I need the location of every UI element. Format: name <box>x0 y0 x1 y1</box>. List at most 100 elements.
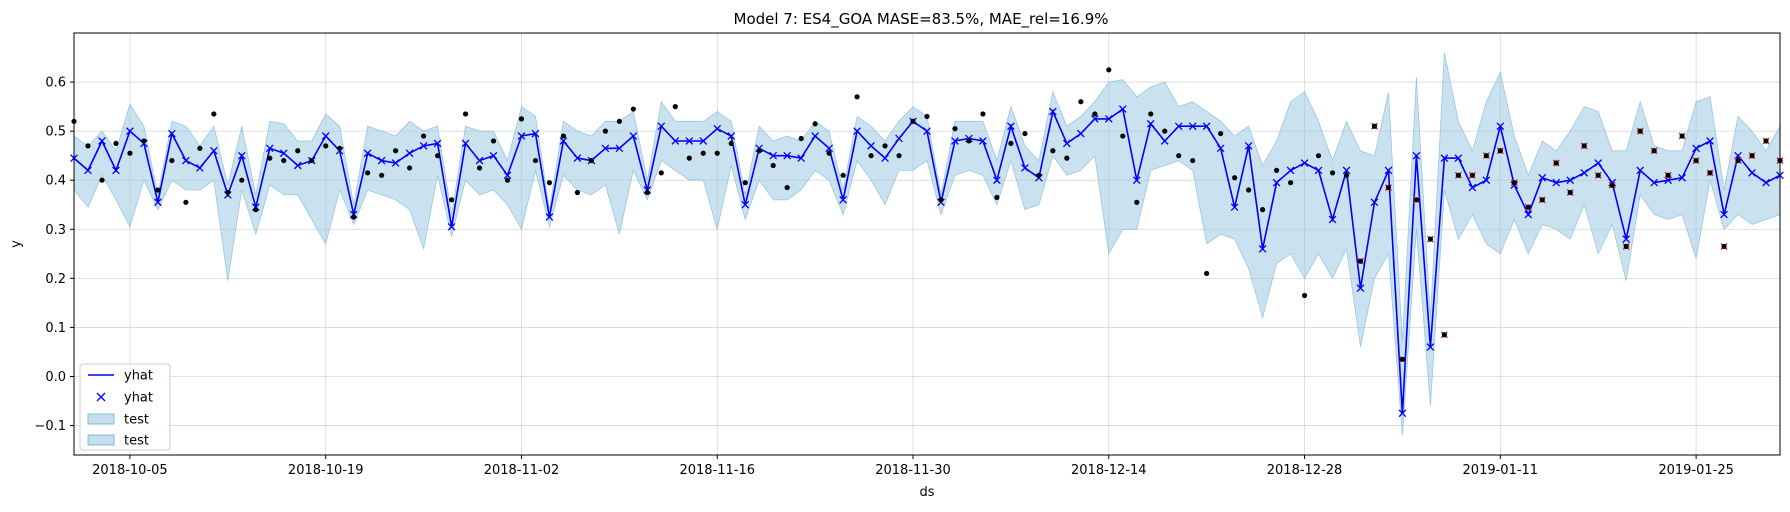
yhat-marker <box>1202 122 1211 131</box>
actual-point <box>924 113 930 120</box>
yhat-marker <box>1496 122 1505 131</box>
actual-point <box>476 165 483 171</box>
yhat-marker <box>419 142 428 150</box>
actual-point <box>183 199 189 205</box>
yhat-marker <box>503 171 512 180</box>
actual-point <box>1260 207 1266 213</box>
legend-label: test <box>124 434 149 449</box>
actual-point <box>407 165 413 171</box>
actual-point <box>756 148 762 154</box>
actual-point <box>1455 172 1461 178</box>
actual-point <box>1064 155 1070 161</box>
actual-point <box>1567 189 1573 196</box>
actual-point <box>1385 184 1392 191</box>
yhat-marker <box>895 134 903 143</box>
test-interval-band <box>73 52 1781 436</box>
actual-point <box>1008 140 1014 147</box>
actual-point <box>742 180 748 186</box>
actual-point <box>868 153 874 159</box>
actual-point <box>672 104 678 110</box>
actual-point <box>714 150 720 156</box>
actual-point <box>1483 153 1489 159</box>
actual-point <box>1022 130 1028 137</box>
legend-box <box>79 363 171 451</box>
actual-point <box>616 118 622 124</box>
yhat-marker <box>685 137 694 145</box>
actual-point <box>1581 143 1587 149</box>
yhat-marker <box>1174 122 1183 131</box>
yhat-marker <box>517 132 526 140</box>
actual-point <box>574 189 581 196</box>
actual-point <box>113 140 119 147</box>
yhat-marker <box>126 127 134 135</box>
yhat-marker <box>993 176 1001 185</box>
yhat-marker <box>1090 115 1099 123</box>
yhat-marker <box>293 161 302 170</box>
actual-point <box>1134 199 1140 205</box>
yhat-marker <box>1552 178 1561 187</box>
yhat-marker <box>1468 183 1477 192</box>
yhat-marker <box>867 142 875 150</box>
yhat-marker <box>1706 137 1714 145</box>
actual-point <box>1148 111 1154 117</box>
yhat-marker <box>1692 144 1700 153</box>
actual-point <box>155 187 161 193</box>
yhat-marker <box>1007 122 1015 131</box>
actual-point <box>309 157 315 164</box>
actual-point <box>239 177 245 183</box>
yhat-marker <box>1482 176 1491 185</box>
yhat-marker <box>1650 178 1659 187</box>
yhat-marker <box>98 137 106 145</box>
yhat-marker <box>573 154 582 162</box>
yhat-marker <box>1580 168 1589 177</box>
yhat-marker <box>769 151 778 160</box>
actual-point <box>1218 130 1224 137</box>
y-tick-label: −0.1 <box>34 419 66 434</box>
actual-point <box>1092 111 1098 117</box>
actual-point <box>840 172 846 178</box>
yhat-marker <box>1062 139 1071 148</box>
yhat-marker <box>923 127 931 135</box>
legend-marker-swatch <box>96 392 106 402</box>
actual-point <box>379 172 385 178</box>
yhat-marker <box>1314 166 1323 175</box>
yhat-marker <box>797 154 806 162</box>
yhat-marker <box>1440 154 1449 162</box>
actual-point <box>770 162 776 169</box>
actual-point <box>434 153 441 159</box>
yhat-marker <box>671 137 680 145</box>
yhat-marker <box>182 156 190 165</box>
yhat-marker <box>279 149 288 158</box>
actual-point <box>1190 157 1196 164</box>
yhat-marker <box>531 129 540 138</box>
actual-point <box>1413 197 1420 203</box>
actual-point <box>1749 153 1755 159</box>
yhat-marker <box>433 139 442 148</box>
actual-point <box>602 128 608 134</box>
yhat-marker <box>839 195 847 204</box>
yhat-marker <box>84 166 92 175</box>
yhat-marker <box>979 137 987 145</box>
legend-label: yhat <box>124 391 153 406</box>
actual-point <box>295 148 301 154</box>
yhat-marker <box>1048 107 1057 116</box>
legend-label: yhat <box>124 369 153 384</box>
actual-point <box>1665 172 1671 178</box>
actual-point <box>1176 153 1182 159</box>
actual-point <box>560 133 567 139</box>
actual-point <box>1273 167 1280 173</box>
y-tick-label: 0.1 <box>45 321 66 336</box>
yhat-marker <box>1748 168 1756 177</box>
actual-point <box>1329 170 1336 176</box>
actual-point <box>1343 172 1350 178</box>
yhat-marker <box>1328 215 1337 224</box>
yhat-marker <box>461 139 470 148</box>
actual-point <box>812 121 818 127</box>
y-tick-label: 0.5 <box>45 125 66 140</box>
actual-point <box>281 157 287 164</box>
y-tick-label: 0.3 <box>45 223 66 238</box>
y-tick-label: 0.2 <box>45 272 66 287</box>
x-tick-label: 2018-12-14 <box>1071 463 1147 478</box>
actual-point <box>882 143 888 149</box>
actual-point <box>980 111 986 117</box>
